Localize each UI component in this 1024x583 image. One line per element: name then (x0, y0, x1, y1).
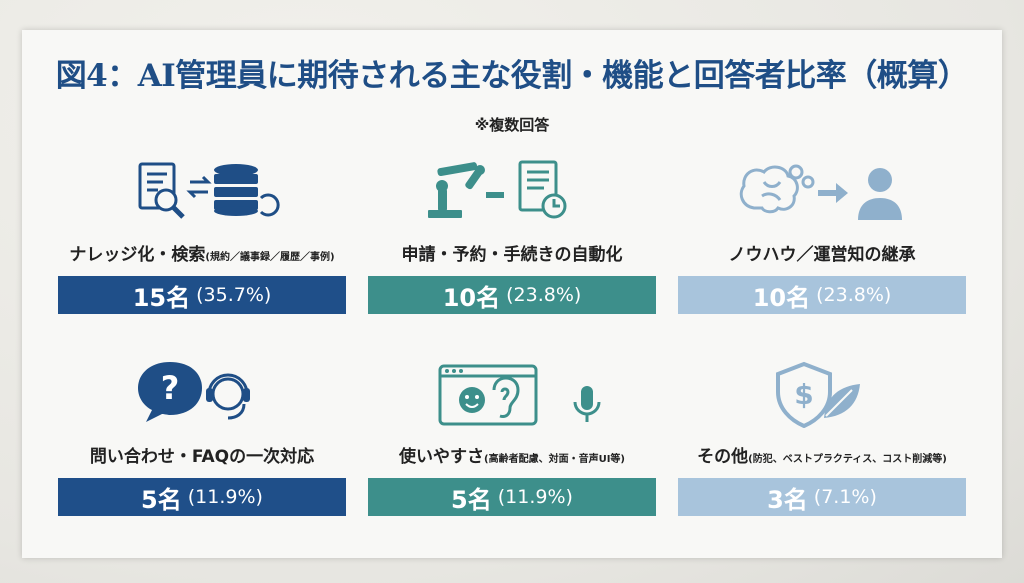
percent-value: (7.1%) (813, 486, 877, 508)
item-sublabel: (防犯、ベストプラクティス、コスト削減等) (748, 454, 947, 465)
value-bar: 10名 (23.8%) (678, 276, 966, 314)
item-label: ナレッジ化・検索 (69, 245, 206, 265)
item-sublabel: (高齢者配慮、対面・音声UI等) (484, 454, 625, 465)
count-value: 15名 (132, 283, 191, 312)
question-headset-icon: ? (58, 358, 346, 428)
svg-text:$: $ (794, 378, 813, 411)
item-label: ノウハウ／運営知の継承 (728, 245, 916, 265)
value-bar: 5名 (11.9%) (58, 478, 346, 516)
value-bar: 10名 (23.8%) (368, 276, 656, 314)
percent-value: (23.8%) (506, 284, 582, 306)
item-label: その他 (697, 447, 749, 467)
count-value: 10名 (442, 283, 501, 312)
count-value: 5名 (451, 485, 492, 514)
chart-title: 図4：AI管理員に期待される主な役割・機能と回答者比率（概算） (55, 58, 969, 94)
smile-ear-microphone-icon (368, 358, 656, 428)
count-value: 10名 (752, 283, 811, 312)
infographic-card: 図4：AI管理員に期待される主な役割・機能と回答者比率（概算） ※複数回答 (22, 30, 1002, 558)
item-label: 問い合わせ・FAQの一次対応 (89, 447, 315, 467)
value-bar: 15名 (35.7%) (58, 276, 346, 314)
percent-value: (35.7%) (196, 284, 272, 306)
brain-to-person-icon (678, 158, 966, 228)
robot-arm-form-clock-icon (368, 158, 656, 228)
item-label: 使いやすさ (399, 447, 484, 467)
item-label: 申請・予約・手続きの自動化 (401, 245, 623, 265)
value-bar: 3名 (7.1%) (678, 478, 966, 516)
document-search-database-icon (58, 158, 346, 228)
shield-dollar-leaf-icon: $ (678, 358, 966, 428)
percent-value: (11.9%) (187, 486, 263, 508)
percent-value: (23.8%) (816, 284, 892, 306)
count-value: 3名 (767, 485, 808, 514)
svg-text:?: ? (161, 369, 180, 407)
item-sublabel: (規約／議事録／履歴／事例) (205, 252, 335, 263)
value-bar: 5名 (11.9%) (368, 478, 656, 516)
percent-value: (11.9%) (497, 486, 573, 508)
count-value: 5名 (141, 485, 182, 514)
multiple-answers-note: ※複数回答 (474, 116, 550, 134)
